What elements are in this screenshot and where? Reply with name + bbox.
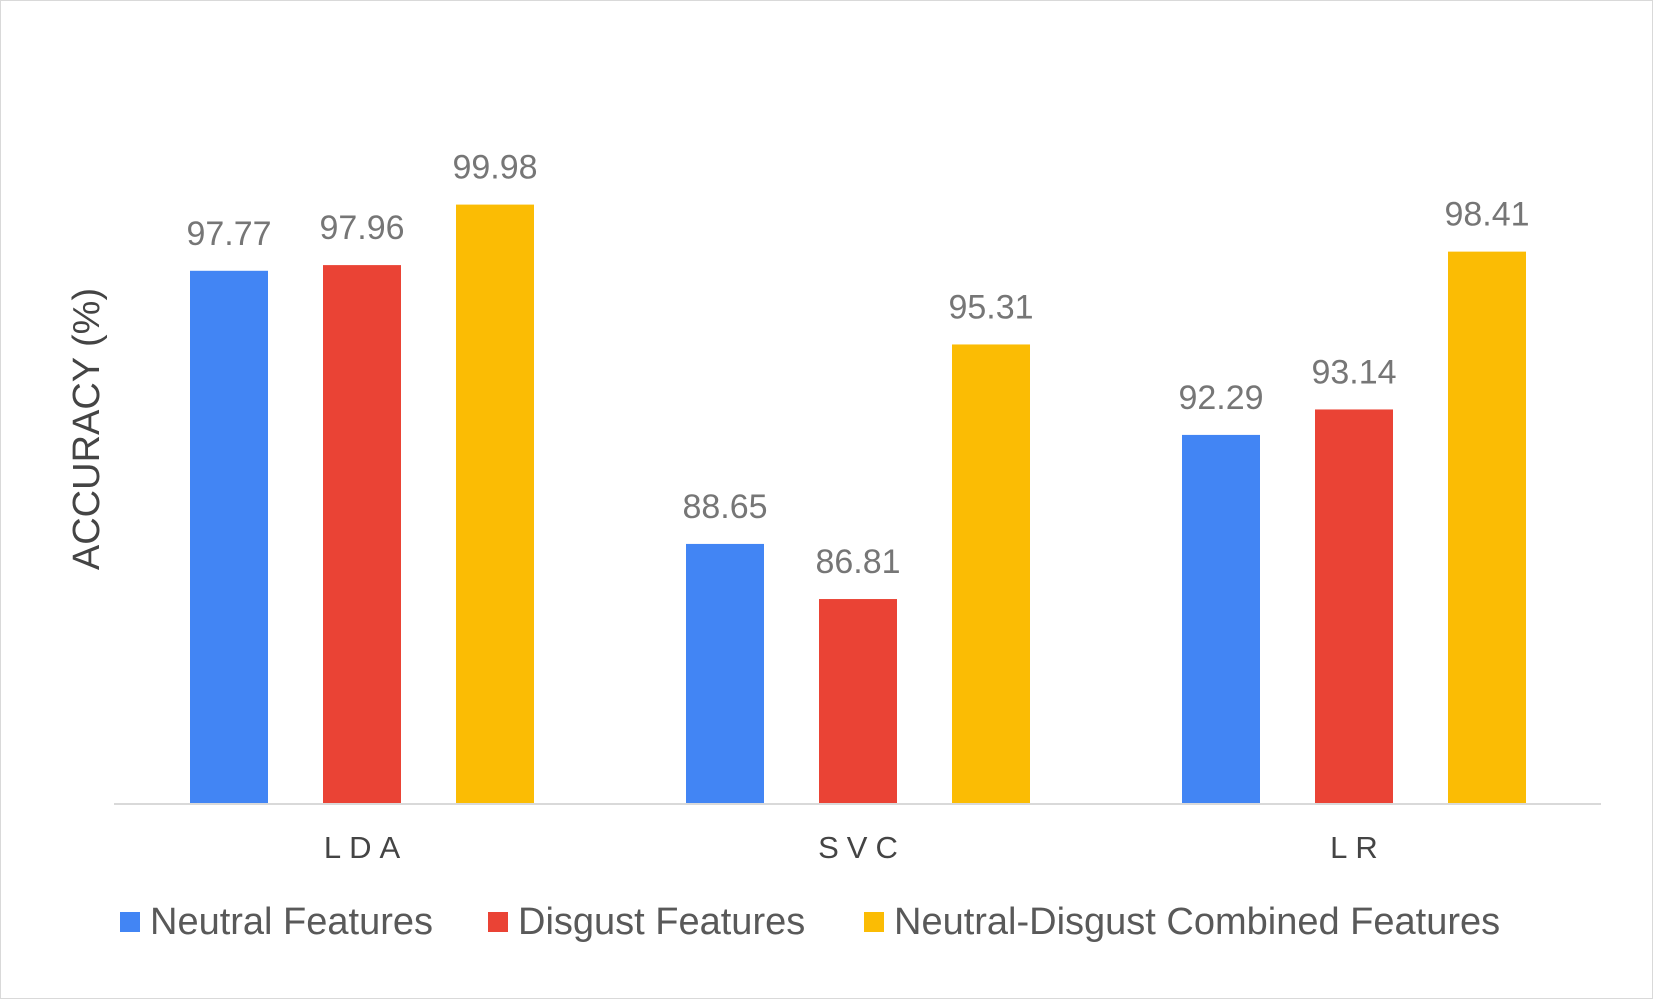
bar-lr-series-3 bbox=[1448, 251, 1526, 804]
legend-label-series-2: Disgust Features bbox=[518, 901, 805, 943]
bar-lr-series-1 bbox=[1182, 434, 1260, 803]
bar-lda-series-1 bbox=[190, 270, 268, 803]
bars-layer bbox=[190, 204, 1526, 804]
bar-svc-series-3 bbox=[952, 344, 1030, 803]
x-tick-label-svc: SVC bbox=[818, 830, 906, 865]
legend-label-series-3: Neutral-Disgust Combined Features bbox=[894, 901, 1500, 943]
data-label-lr-series-2: 93.14 bbox=[1311, 353, 1396, 391]
data-label-svc-series-3: 95.31 bbox=[948, 288, 1033, 326]
bar-lr-series-2 bbox=[1315, 409, 1393, 803]
data-label-lda-series-1: 97.77 bbox=[186, 215, 271, 253]
bar-svc-series-2 bbox=[819, 599, 897, 803]
x-tick-label-lda: LDA bbox=[324, 830, 408, 865]
data-label-svc-series-1: 88.65 bbox=[682, 488, 767, 526]
legend-swatch-series-2 bbox=[488, 912, 508, 932]
data-label-lr-series-1: 92.29 bbox=[1178, 379, 1263, 417]
bar-svc-series-1 bbox=[686, 543, 764, 803]
data-label-svc-series-2: 86.81 bbox=[815, 543, 900, 581]
category-labels-layer: LDA SVC LR bbox=[324, 830, 1386, 865]
x-tick-label-lr: LR bbox=[1330, 830, 1386, 865]
bar-lda-series-2 bbox=[323, 265, 401, 803]
data-label-lda-series-2: 97.96 bbox=[319, 209, 404, 247]
bar-lda-series-3 bbox=[456, 204, 534, 803]
legend-swatch-series-1 bbox=[120, 912, 140, 932]
data-label-lda-series-3: 99.98 bbox=[452, 149, 537, 187]
legend-swatch-series-3 bbox=[864, 912, 884, 932]
legend: Neutral Features Disgust Features Neutral-… bbox=[120, 901, 1500, 943]
data-label-lr-series-3: 98.41 bbox=[1444, 196, 1529, 234]
data-labels-layer: 97.77 97.96 99.98 88.65 86.81 95.31 92.29 93.14… bbox=[186, 149, 1529, 581]
y-axis-title: ACCURACY (%) bbox=[66, 288, 108, 570]
legend-label-series-1: Neutral Features bbox=[150, 901, 433, 943]
